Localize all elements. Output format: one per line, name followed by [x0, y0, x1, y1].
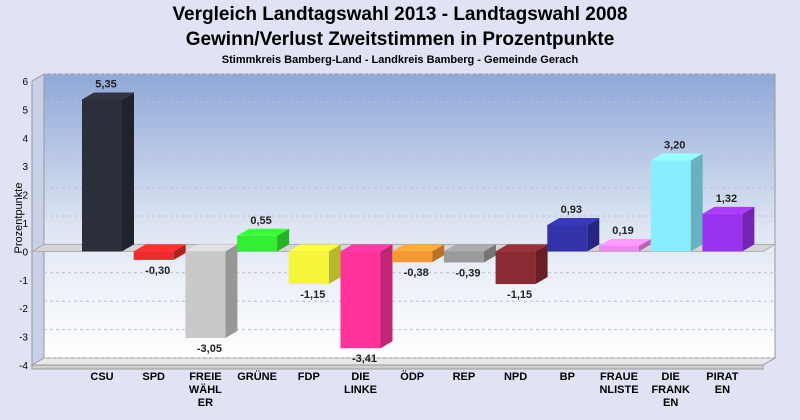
- data-label: 0,55: [250, 215, 271, 227]
- category-label: ÖDP: [400, 370, 424, 383]
- y-tick-label: 5: [22, 105, 28, 116]
- bar-front: [392, 251, 433, 263]
- bar-top: [82, 92, 134, 100]
- bar-side: [122, 92, 134, 252]
- data-label: -3,05: [197, 343, 222, 355]
- data-label: -1,15: [507, 289, 532, 301]
- bar-side: [432, 244, 445, 263]
- bar-front: [288, 251, 329, 285]
- bar-side: [587, 217, 600, 252]
- category-label: FDP: [298, 371, 320, 383]
- chart-title: Vergleich Landtagswahl 2013 - Landtagswa…: [172, 4, 628, 25]
- chart-subtitle: Stimmkreis Bamberg-Land - Landkreis Bamb…: [221, 54, 579, 66]
- y-tick-label: -1: [19, 276, 28, 287]
- bar-side: [277, 228, 290, 252]
- category-label: CSU: [90, 371, 113, 383]
- bar: [547, 217, 600, 252]
- category-label: GRÜNE: [237, 370, 277, 383]
- bar-front: [495, 251, 536, 285]
- bar-side: [639, 239, 651, 252]
- bar: [82, 92, 134, 252]
- category-label: FRAUE NLISTE: [599, 371, 638, 396]
- bar-top: [650, 153, 703, 161]
- y-tick-label: -2: [19, 304, 28, 315]
- data-label: -3,41: [352, 353, 377, 365]
- bar-top: [288, 244, 341, 252]
- bar-front: [185, 251, 226, 339]
- bar-front: [547, 224, 588, 252]
- bar-side: [742, 206, 755, 252]
- chart-title-line2: Gewinn/Verlust Zweitstimmen in Prozentpu…: [185, 29, 615, 50]
- bar-side: [483, 244, 496, 263]
- bar-top: [392, 244, 445, 252]
- bar-top: [495, 244, 548, 252]
- bar-top: [237, 228, 290, 236]
- bar: [495, 244, 548, 285]
- data-label: 5,35: [95, 78, 116, 90]
- y-tick-label: 0: [22, 247, 28, 258]
- y-tick-label: 2: [22, 191, 28, 202]
- bar: [650, 153, 703, 252]
- data-label: -0,38: [404, 267, 429, 279]
- bar-front: [599, 246, 639, 252]
- category-label: NPD: [504, 371, 527, 383]
- y-axis-label: Prozentpunkte: [13, 183, 25, 254]
- bar-front: [82, 99, 122, 252]
- bar-front: [443, 251, 484, 263]
- y-tick-label: -4: [19, 361, 28, 372]
- y-axis: 6 5 4 3 2 1 0 -1 -2 -3 -4: [19, 77, 28, 372]
- bar-front: [237, 235, 278, 252]
- y-tick-label: 4: [22, 134, 28, 145]
- y-tick-label: 3: [22, 162, 28, 173]
- data-label: 3,20: [664, 140, 685, 152]
- category-label: BP: [560, 371, 575, 383]
- y-tick-label: -3: [19, 333, 28, 344]
- bar-side: [690, 153, 703, 252]
- y-tick-label: 6: [22, 77, 28, 88]
- data-label: 1,32: [716, 193, 737, 205]
- bar-top: [340, 244, 393, 252]
- bar-front: [340, 251, 381, 349]
- category-label: DIE FRANK EN: [651, 371, 690, 409]
- bar-front: [702, 213, 743, 252]
- bar-front: [650, 160, 691, 252]
- bar-side: [535, 244, 548, 285]
- data-label: 0,93: [561, 204, 582, 216]
- bar: [702, 206, 755, 252]
- bar: [340, 244, 393, 349]
- category-label: FREIE WÄHL ER: [189, 371, 222, 409]
- bar-top: [702, 206, 755, 214]
- data-label: -0,30: [145, 265, 170, 277]
- category-label: SPD: [142, 371, 165, 383]
- category-label: PIRAT EN: [706, 371, 738, 396]
- bar-top: [133, 244, 186, 252]
- bar-top: [185, 244, 238, 252]
- bar: [288, 244, 341, 285]
- category-labels: CSU SPD FREIE WÄHL ER GRÜNE FDP DIE LINKE ÖDP REP N…: [90, 370, 738, 409]
- bar-top: [547, 217, 600, 225]
- category-label: REP: [453, 371, 476, 383]
- data-label: 0,19: [612, 225, 633, 237]
- bar-top: [599, 239, 651, 247]
- data-label: -0,39: [455, 267, 480, 279]
- y-tick-label: 1: [22, 219, 28, 230]
- bar-side: [173, 244, 186, 260]
- bar: [599, 239, 651, 252]
- bars: [82, 92, 755, 349]
- bar: [392, 244, 445, 263]
- bar-side: [380, 244, 393, 349]
- bar-front: [133, 251, 174, 260]
- bar: [443, 244, 496, 263]
- data-label: -1,15: [300, 289, 325, 301]
- bar: [237, 228, 290, 252]
- bar-side: [328, 244, 341, 285]
- data-labels: 5,35 -0,30 -3,05 0,55 -1,15 -3,41 -0,38 -0,39 -1…: [95, 78, 737, 365]
- bar-top: [443, 244, 496, 252]
- bar: [185, 244, 238, 339]
- category-label: DIE LINKE: [344, 371, 377, 396]
- bar-side: [225, 244, 238, 339]
- bar: [133, 244, 186, 260]
